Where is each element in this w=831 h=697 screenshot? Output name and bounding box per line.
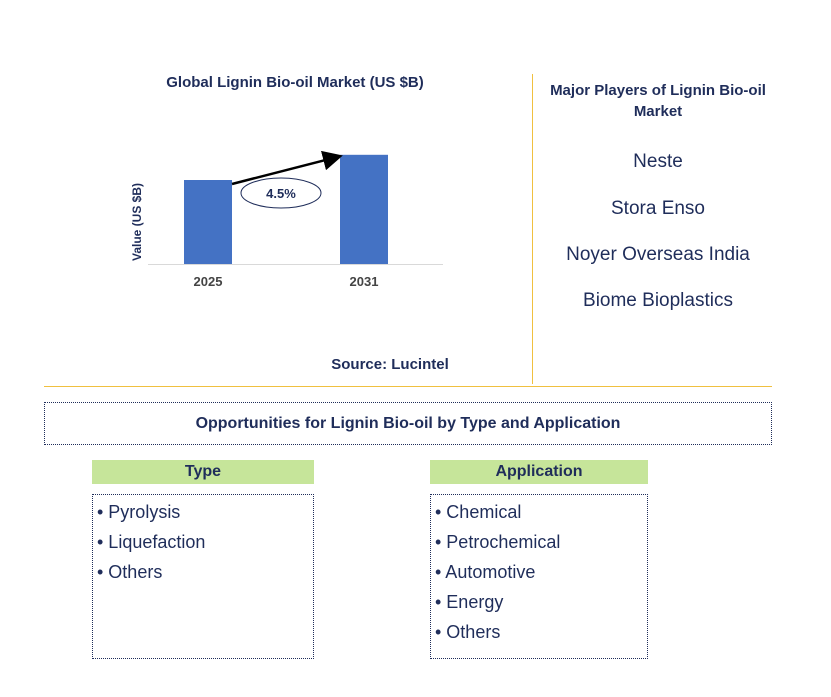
chart-title: Global Lignin Bio-oil Market (US $B) (166, 74, 424, 91)
cagr-ellipse (240, 177, 322, 209)
type-list: • Pyrolysis • Liquefaction • Others (92, 494, 314, 659)
player-item: Biome Bioplastics (583, 290, 733, 311)
growth-arrow (231, 150, 343, 186)
list-item: • Pyrolysis (97, 502, 181, 522)
bar-2031 (340, 154, 388, 264)
list-item: • Automotive (435, 562, 536, 582)
player-item: Noyer Overseas India (566, 244, 750, 265)
list-item: • Energy (435, 592, 504, 612)
vertical-divider (532, 74, 533, 384)
opportunities-title-box: Opportunities for Lignin Bio-oil by Type… (44, 402, 772, 445)
list-item: • Petrochemical (435, 532, 561, 552)
application-header-label: Application (495, 463, 583, 480)
horizontal-divider (44, 386, 772, 387)
type-header-label: Type (184, 463, 222, 480)
bar-2025 (184, 180, 232, 264)
opportunities-title: Opportunities for Lignin Bio-oil by Type… (195, 414, 621, 432)
cagr-label: 4.5% (266, 186, 296, 201)
list-item: • Others (97, 562, 163, 582)
player-item: Neste (633, 151, 683, 172)
x-tick-label: 2025 (194, 274, 223, 289)
players-title: Major Players of Lignin Bio-oil Market (550, 82, 766, 120)
source-label: Source: Lucintel (331, 356, 449, 373)
list-item: • Others (435, 622, 501, 642)
x-tick-label: 2031 (350, 274, 379, 289)
type-header: Type (92, 460, 314, 484)
application-header: Application (430, 460, 648, 484)
player-item: Stora Enso (611, 198, 705, 219)
application-list: • Chemical • Petrochemical • Automotive … (430, 494, 648, 659)
list-item: • Liquefaction (97, 532, 206, 552)
list-item: • Chemical (435, 502, 522, 522)
